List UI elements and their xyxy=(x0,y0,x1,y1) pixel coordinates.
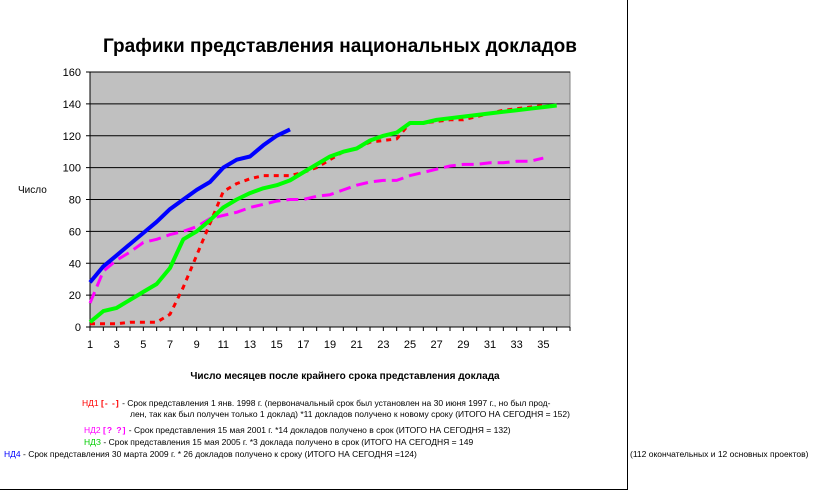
y-tick-label: 40 xyxy=(69,258,81,270)
y-tick-label: 0 xyxy=(75,322,81,334)
legend-nd4-text: - Срок представления 30 марта 2009 г. * … xyxy=(23,449,417,459)
y-tick-label: 60 xyxy=(69,226,81,238)
x-axis-label: Число месяцев после крайнего срока предс… xyxy=(190,371,500,382)
series-line-нд4 xyxy=(88,127,291,284)
legend-nd1-symbol: [- -] xyxy=(101,398,120,408)
x-tick-label: 25 xyxy=(404,339,416,351)
x-tick-label: 1 xyxy=(87,339,93,351)
y-tick-label: 100 xyxy=(63,163,81,175)
legend-nd1-text1: - Срок представления 1 янв. 1998 г. (пер… xyxy=(122,398,551,408)
series-line-нд3 xyxy=(88,103,557,324)
y-tick-label: 140 xyxy=(63,99,81,111)
x-tick-label: 19 xyxy=(324,339,336,351)
legend-nd2-symbol: [? ?] xyxy=(103,425,127,435)
y-tick-label: 20 xyxy=(69,290,81,302)
legend-nd1-name: НД1 xyxy=(82,398,99,408)
legend-nd2-text: - Срок представления 15 мая 2001 г. *14 … xyxy=(128,425,511,435)
x-tick-label: 9 xyxy=(194,339,200,351)
legend-nd4: НД4 - Срок представления 30 марта 2009 г… xyxy=(4,449,417,460)
x-tick-label: 13 xyxy=(244,339,256,351)
y-tick-label: 160 xyxy=(63,67,81,79)
y-axis-label: Число xyxy=(18,185,47,196)
x-tick-label: 35 xyxy=(537,339,549,351)
legend-nd4-note: (112 окончательных и 12 основных проекто… xyxy=(630,449,808,460)
x-tick-label: 31 xyxy=(484,339,496,351)
series-line-нд2 xyxy=(88,156,544,304)
x-tick-label: 17 xyxy=(297,339,309,351)
x-axis-ticks: 1 3 5 7 9 11 13 15 17 19 21 23 25 27 29 31 33 35 xyxy=(87,72,571,351)
series-line-нд1 xyxy=(90,104,544,326)
chart-frame xyxy=(0,0,628,490)
legend-nd3: НДЗ - Срок представления 15 мая 2005 г. … xyxy=(84,437,473,448)
legend-nd3-text: - Срок представления 15 мая 2005 г. *3 д… xyxy=(103,437,474,447)
legend-nd4-note-text: (112 окончательных и 12 основных проекто… xyxy=(630,449,809,459)
x-tick-label: 29 xyxy=(457,339,469,351)
x-tick-label: 23 xyxy=(377,339,389,351)
y-tick-label: 80 xyxy=(69,195,81,207)
y-tick-label: 120 xyxy=(63,131,81,143)
x-tick-label: 15 xyxy=(271,339,283,351)
legend-nd2: НД2 [? ?] - Срок представления 15 мая 20… xyxy=(84,425,511,436)
legend-nd1-text2: лен, так как был получен только 1 доклад… xyxy=(130,409,570,419)
legend-nd1-line2: лен, так как был получен только 1 доклад… xyxy=(130,409,570,420)
x-tick-label: 3 xyxy=(114,339,120,351)
x-tick-label: 11 xyxy=(218,339,229,351)
legend-nd3-name: НДЗ xyxy=(84,437,102,447)
legend-nd1: НД1 [- -] - Срок представления 1 янв. 19… xyxy=(82,398,550,409)
legend-nd4-name: НД4 xyxy=(4,449,21,459)
x-tick-label: 7 xyxy=(167,339,173,351)
y-axis-ticks: 0 20 40 60 80 100 120 140 160 xyxy=(63,67,90,334)
x-tick-label: 27 xyxy=(431,339,443,351)
x-tick-label: 21 xyxy=(351,339,363,351)
chart-title: Графики представления национальных докла… xyxy=(103,36,577,57)
x-tick-label: 5 xyxy=(140,339,146,351)
x-tick-label: 33 xyxy=(511,339,523,351)
legend-nd2-name: НД2 xyxy=(84,425,101,435)
series-lines xyxy=(88,103,557,326)
